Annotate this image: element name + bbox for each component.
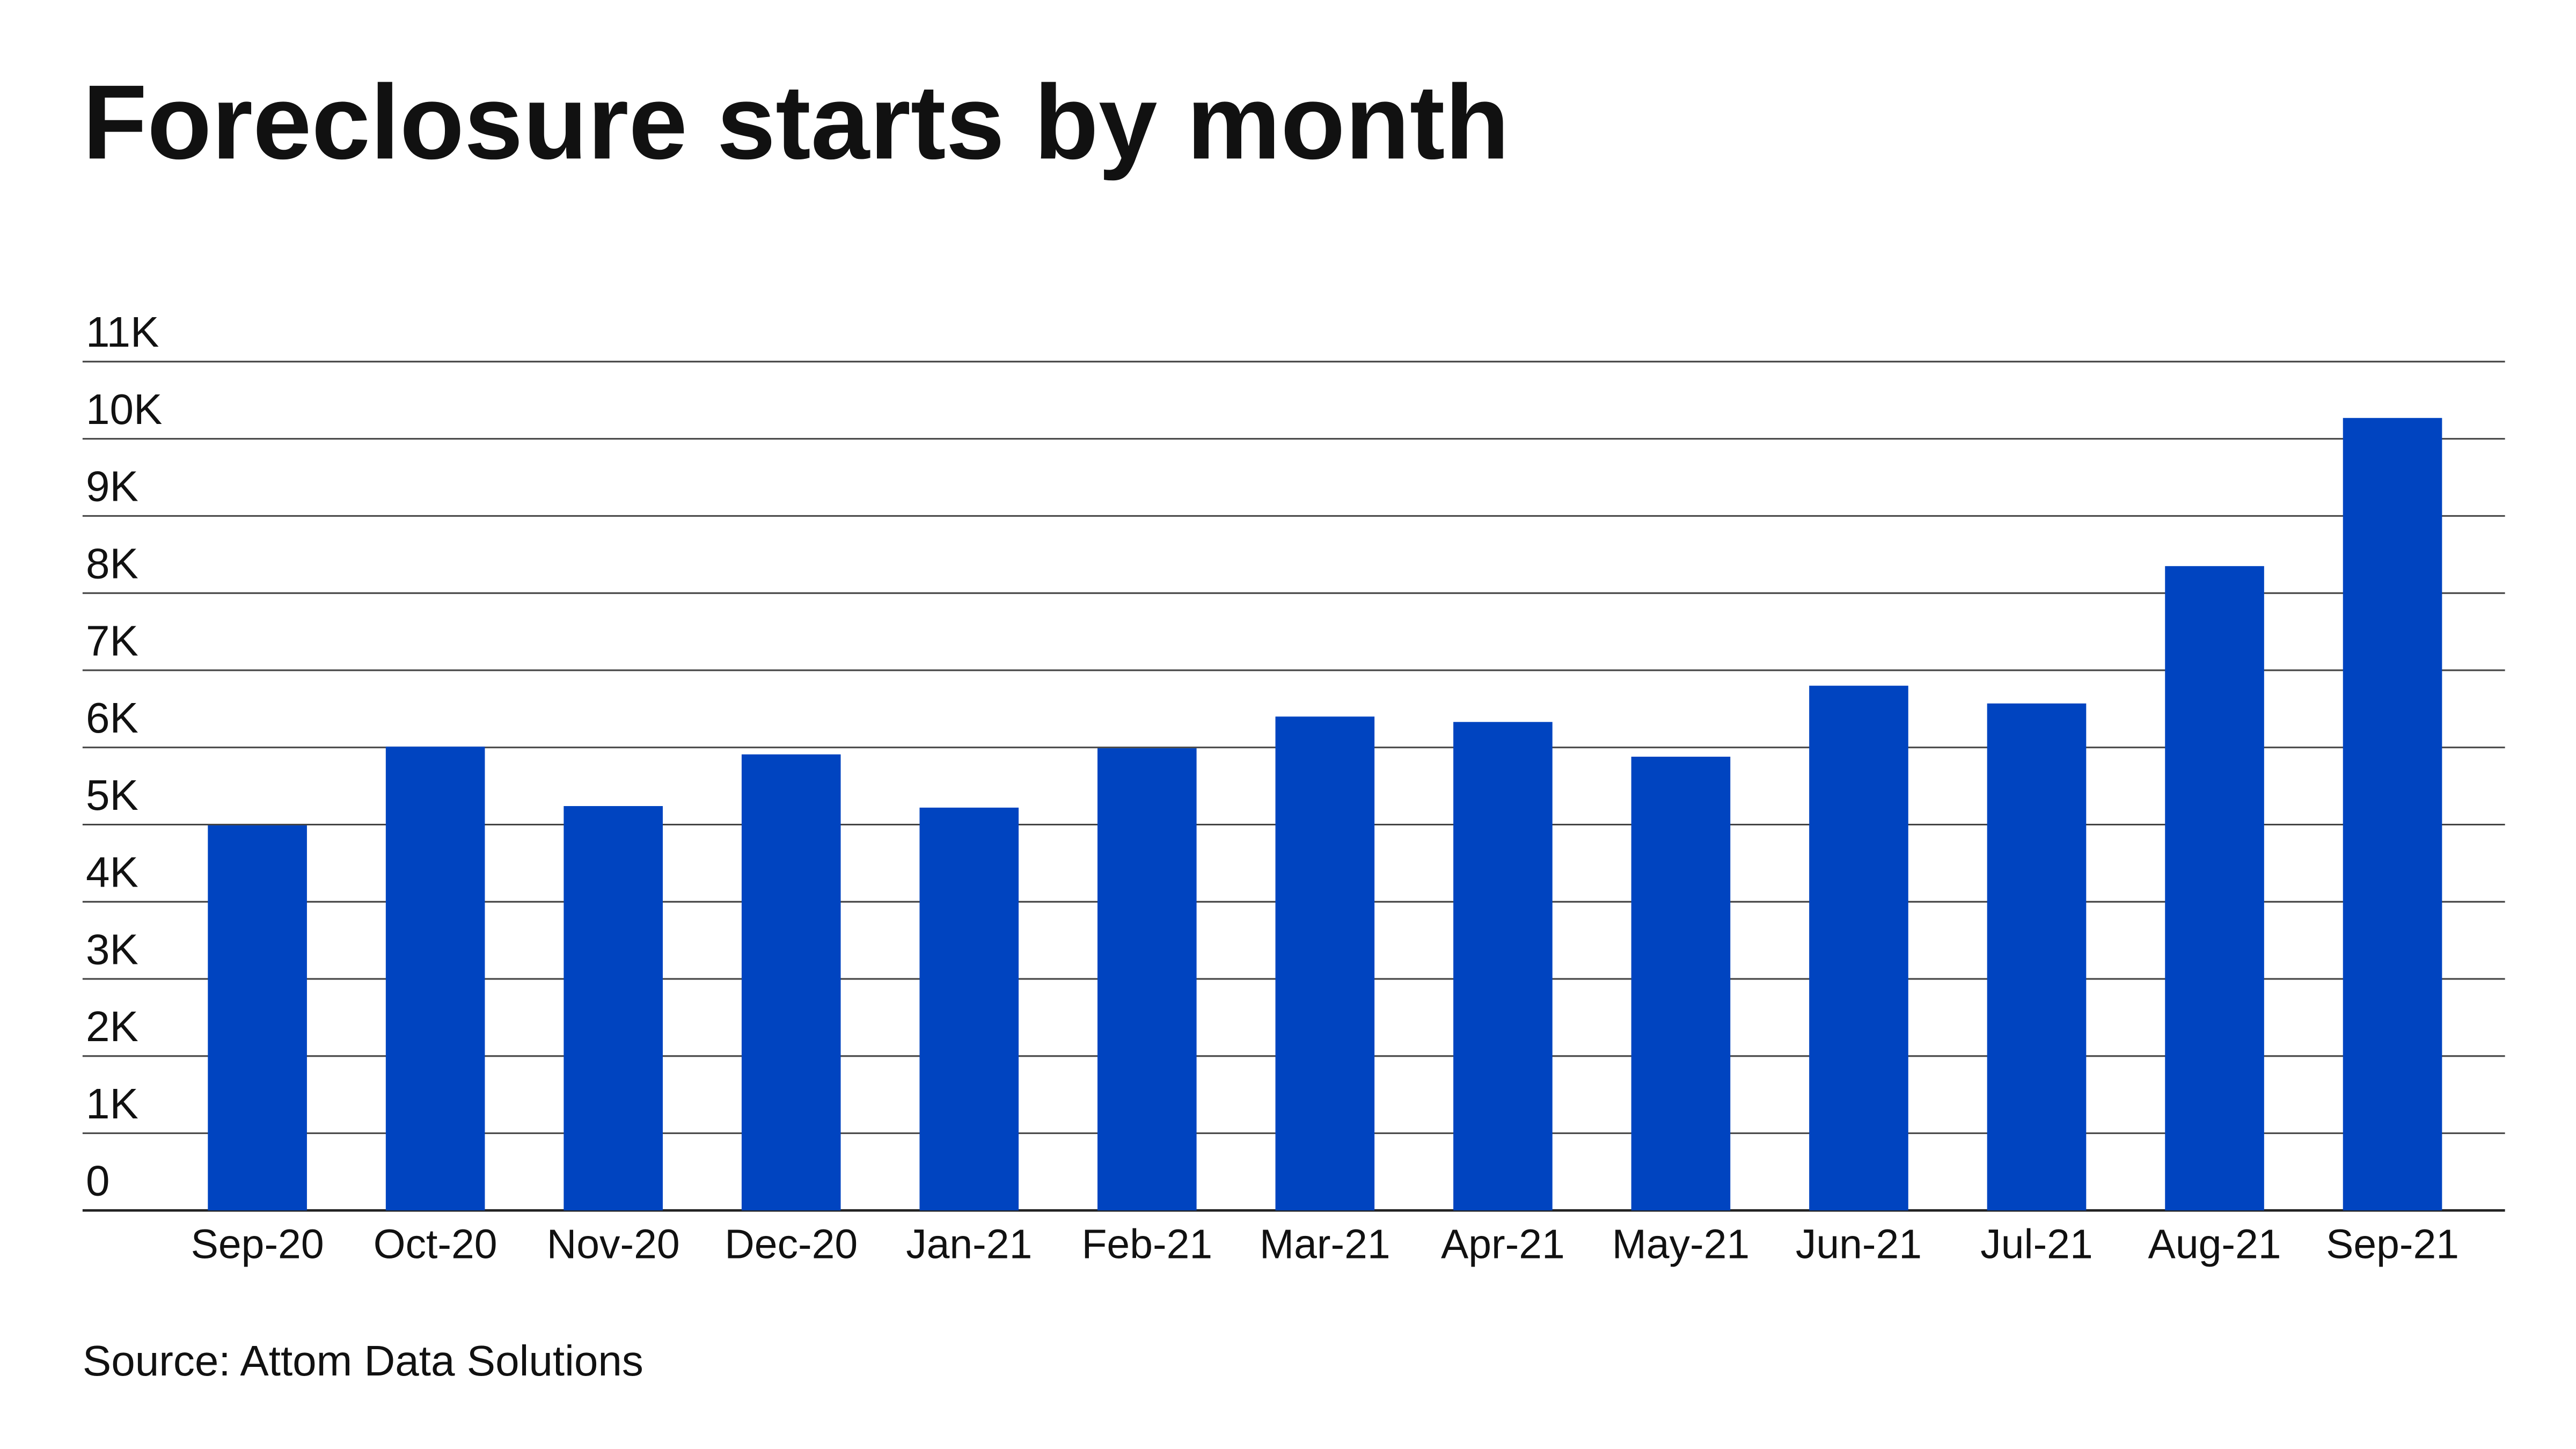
x-tick-label: Sep-20 [191, 1221, 324, 1268]
y-tick-label: 2K [86, 1002, 138, 1050]
y-tick-label: 5K [86, 771, 138, 819]
x-tick-label: Nov-20 [547, 1221, 680, 1268]
bar [1453, 722, 1553, 1211]
x-tick-label: Jun-21 [1796, 1221, 1922, 1268]
x-tick-label: Apr-21 [1441, 1221, 1565, 1268]
bar [208, 825, 307, 1211]
y-tick-label: 4K [86, 848, 138, 896]
bar [2165, 566, 2264, 1211]
y-tick-label: 0 [86, 1157, 110, 1205]
y-tick-label: 8K [86, 539, 138, 587]
source-note: Source: Attom Data Solutions [83, 1337, 643, 1385]
bar [741, 754, 841, 1211]
bar [2343, 418, 2442, 1211]
y-tick-label: 7K [86, 617, 138, 664]
bar [564, 806, 663, 1211]
x-tick-label: Jul-21 [1980, 1221, 2092, 1268]
x-tick-label: May-21 [1612, 1221, 1750, 1268]
bar [1809, 685, 1908, 1211]
bar [385, 747, 485, 1211]
x-tick-label: Dec-20 [724, 1221, 858, 1268]
bar [919, 807, 1019, 1211]
y-tick-label: 6K [86, 694, 138, 742]
x-tick-label: Sep-21 [2326, 1221, 2459, 1268]
y-tick-label: 11K [86, 308, 159, 356]
chart-title: Foreclosure starts by month [83, 63, 1510, 181]
y-tick-label: 10K [86, 385, 162, 433]
bar [1275, 716, 1375, 1211]
y-tick-label: 3K [86, 925, 138, 973]
x-tick-label: Feb-21 [1081, 1221, 1212, 1268]
x-tick-label: Mar-21 [1260, 1221, 1391, 1268]
x-tick-label: Jan-21 [906, 1221, 1032, 1268]
x-tick-label: Oct-20 [374, 1221, 497, 1268]
bar [1631, 756, 1731, 1211]
bar [1097, 748, 1197, 1211]
x-tick-label: Aug-21 [2148, 1221, 2281, 1268]
y-tick-label: 1K [86, 1080, 138, 1128]
y-tick-label: 9K [86, 463, 138, 510]
bar [1987, 703, 2087, 1211]
